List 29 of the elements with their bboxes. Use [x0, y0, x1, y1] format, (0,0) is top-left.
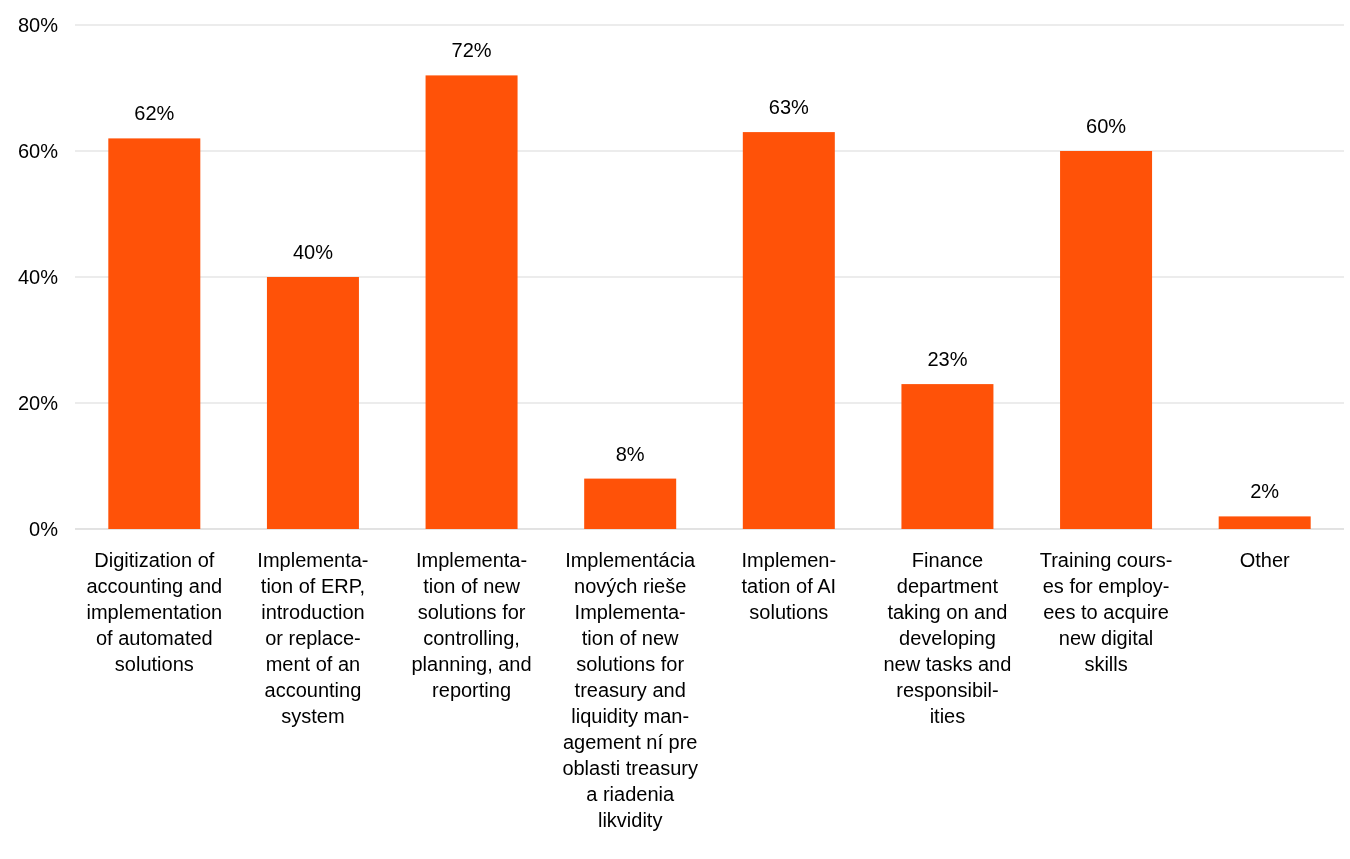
- bar: [742, 132, 835, 529]
- y-tick-label: 60%: [17, 140, 59, 162]
- data-label: 72%: [451, 39, 492, 62]
- y-tick-label: 40%: [17, 266, 59, 288]
- bar: [584, 478, 677, 529]
- x-tick-label: Other: [1239, 549, 1291, 571]
- data-label: 63%: [768, 96, 810, 119]
- data-label: 8%: [615, 442, 645, 465]
- y-tick-label: 0%: [29, 518, 59, 540]
- x-tick-label: Finance department taking on and developing new tasks and responsibil- ities: [883, 549, 1012, 727]
- bar: [108, 138, 201, 529]
- bar: [425, 75, 518, 529]
- y-tick-label: 20%: [17, 392, 59, 414]
- data-label: 62%: [134, 102, 175, 125]
- data-label: 2%: [1250, 480, 1280, 503]
- x-tick-label: Training cours- es for employ- ees to acquire new digital skills: [1039, 549, 1173, 675]
- bar: [1060, 151, 1153, 529]
- data-label: 60%: [1086, 115, 1127, 137]
- category-label: Implementácia nových rieše Implementa- tion of new solutions for treasury and liquidity man- agement ní pre oblasti treasury a riadenia likvidity: [562, 549, 698, 831]
- y-tick-label: 80%: [17, 14, 59, 36]
- bar: [266, 277, 359, 529]
- x-tick-label: Implementa- tion of ERP, introduction or replace- ment of an accounting system: [257, 549, 369, 727]
- bar: [901, 384, 994, 529]
- x-tick-label: Digitization of accounting and implementation of automated solutions: [86, 549, 223, 675]
- bar: [1218, 516, 1311, 529]
- x-tick-label: Implemen- tation of AI solutions: [741, 549, 837, 623]
- x-tick-label: Implementa- tion of new solutions for controlling, planning, and reporting: [411, 549, 532, 701]
- data-label: 40%: [292, 241, 334, 263]
- data-label: 23%: [927, 348, 968, 371]
